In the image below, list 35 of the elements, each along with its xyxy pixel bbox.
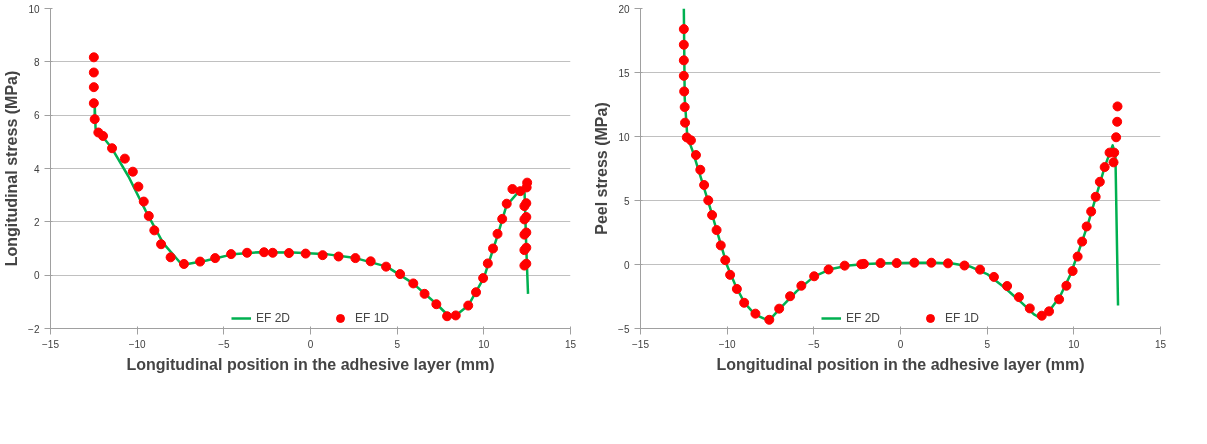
y-tick-label: 0 bbox=[623, 259, 630, 271]
legend-label: EF 1D bbox=[355, 311, 390, 325]
x-tick-label: 0 bbox=[897, 338, 904, 350]
x-tick-label: −15 bbox=[632, 338, 650, 350]
x-axis-title: Longitudinal position in the adhesive layer (mm) bbox=[716, 355, 1085, 373]
x-tick-label: 5 bbox=[984, 338, 991, 350]
legend-label: EF 2D bbox=[845, 311, 880, 325]
x-tick-label: −10 bbox=[718, 338, 737, 350]
legend-label: EF 1D bbox=[945, 311, 980, 325]
y-tick-label: 10 bbox=[28, 3, 40, 15]
y-axis-title: Peel stress (MPa) bbox=[593, 102, 611, 235]
x-tick-label: −15 bbox=[42, 338, 60, 350]
x-tick-label: 15 bbox=[1154, 338, 1167, 350]
x-tick-label: 10 bbox=[1068, 338, 1080, 350]
y-axis-title: Longitudinal stress (MPa) bbox=[3, 70, 21, 267]
y-tick-label: 20 bbox=[618, 3, 630, 15]
y-tick-label: 0 bbox=[33, 270, 40, 282]
y-tick-label: 5 bbox=[623, 195, 630, 207]
x-tick-label: −5 bbox=[218, 338, 230, 350]
x-tick-label: 15 bbox=[564, 338, 577, 350]
x-tick-label: 10 bbox=[478, 338, 490, 350]
y-tick-label: −5 bbox=[618, 323, 630, 335]
y-tick-label: 10 bbox=[618, 131, 630, 143]
x-tick-label: −10 bbox=[128, 338, 147, 350]
legend-label: EF 2D bbox=[255, 311, 290, 325]
y-tick-label: 4 bbox=[33, 163, 40, 175]
x-tick-label: 5 bbox=[394, 338, 401, 350]
y-tick-label: 15 bbox=[618, 67, 630, 79]
x-axis-title: Longitudinal position in the adhesive layer (mm) bbox=[126, 355, 495, 373]
y-tick-label: 2 bbox=[33, 216, 40, 228]
y-tick-label: −2 bbox=[28, 323, 40, 335]
x-tick-label: −5 bbox=[808, 338, 820, 350]
y-tick-label: 6 bbox=[33, 110, 40, 122]
y-tick-label: 8 bbox=[33, 56, 40, 68]
x-tick-label: 0 bbox=[307, 338, 314, 350]
